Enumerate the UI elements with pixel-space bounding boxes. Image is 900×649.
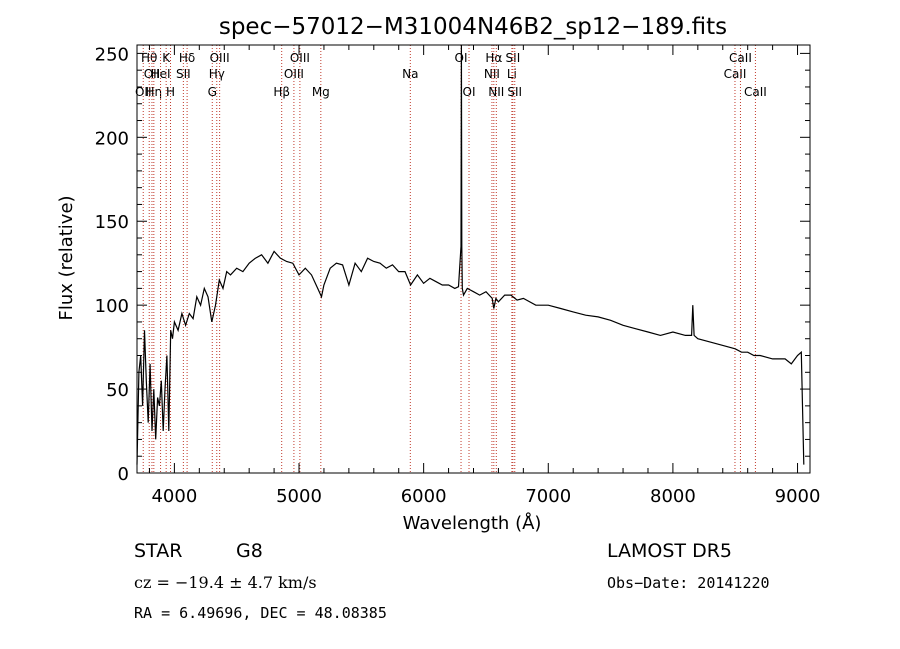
- marker-label: Mg: [312, 85, 330, 99]
- marker-label: SII: [506, 51, 521, 65]
- marker-label: OII: [135, 85, 152, 99]
- marker-label: Hγ: [209, 67, 225, 81]
- marker-label: Hα: [485, 51, 502, 65]
- line-markers: OIIHθOIIHηHeIKHSIIHδGHγOIIIHβOIIIOIIIMgN…: [135, 45, 767, 473]
- marker-label: Na: [402, 67, 418, 81]
- spectrum-line: [136, 44, 805, 465]
- observation-date: Obs−Date: 20141220: [607, 574, 770, 592]
- marker-label: CaII: [729, 51, 752, 65]
- x-tick-label: 6000: [401, 486, 447, 507]
- marker-label: G: [208, 85, 217, 99]
- survey-label: LAMOST DR5: [607, 540, 732, 562]
- marker-label: OIII: [290, 51, 310, 65]
- marker-label: NII: [484, 67, 500, 81]
- marker-label: Hη: [146, 85, 163, 99]
- coordinates: RA = 6.49696, DEC = 48.08385: [134, 604, 387, 622]
- y-tick-label: 150: [95, 212, 129, 233]
- marker-label: OI: [463, 85, 476, 99]
- redshift-velocity: cz = −19.4 ± 4.7 km/s: [134, 573, 317, 592]
- y-tick-label: 100: [95, 296, 129, 317]
- x-tick-label: 9000: [775, 486, 821, 507]
- y-tick-label: 0: [118, 464, 129, 485]
- chart-title: spec−57012−M31004N46B2_sp12−189.fits: [219, 14, 727, 40]
- object-class: STAR: [134, 540, 183, 562]
- marker-label: Li: [507, 67, 517, 81]
- x-axis-label: Wavelength (Å): [403, 512, 542, 534]
- marker-label: H: [166, 85, 175, 99]
- marker-label: SII: [507, 85, 522, 99]
- marker-label: HeI: [151, 67, 171, 81]
- marker-label: K: [162, 51, 171, 65]
- x-tick-label: 5000: [276, 486, 322, 507]
- marker-label: NII: [488, 85, 504, 99]
- x-tick-label: 4000: [151, 486, 197, 507]
- plot-axes: 4000 5000 6000 7000 8000 9000 0 50 100 150 200 250: [95, 44, 821, 507]
- marker-label: CaII: [724, 67, 747, 81]
- spectrum-series: [136, 44, 805, 465]
- marker-label: OIII: [210, 51, 230, 65]
- y-tick-label: 50: [106, 380, 129, 401]
- marker-label: Hδ: [179, 51, 195, 65]
- y-axis-label: Flux (relative): [56, 195, 77, 320]
- plot-frame: [136, 44, 811, 474]
- marker-label: SII: [176, 67, 191, 81]
- marker-label: OIII: [284, 67, 304, 81]
- marker-label: OII: [144, 67, 161, 81]
- marker-label: CaII: [744, 85, 767, 99]
- marker-label: Hθ: [141, 51, 157, 65]
- y-tick-label: 200: [95, 128, 129, 149]
- y-tick-label: 250: [95, 44, 129, 65]
- marker-label: Hβ: [273, 85, 290, 99]
- x-tick-label: 8000: [650, 486, 696, 507]
- object-subclass: G8: [236, 540, 263, 562]
- x-tick-label: 7000: [525, 486, 571, 507]
